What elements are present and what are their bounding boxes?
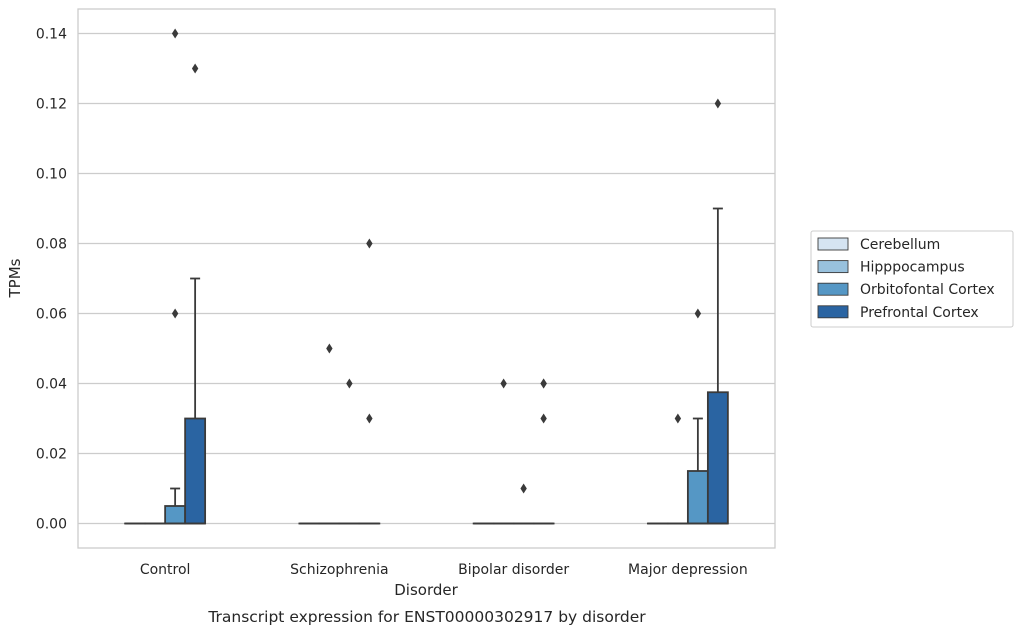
legend-label: Orbitofontal Cortex — [860, 282, 995, 298]
legend-swatch — [817, 282, 849, 296]
outlier-point — [540, 378, 547, 389]
outlier-point — [171, 308, 179, 319]
chart-caption: Transcript expression for ENST0000030291… — [207, 608, 646, 626]
box-group — [164, 487, 187, 525]
legend-items: Cerebellum Hipppocampus Orbitofontal Corte… — [817, 237, 995, 321]
outliers-layer — [171, 28, 722, 494]
y-tick-label: 0.02 — [36, 447, 67, 463]
outlier-point — [366, 413, 373, 424]
outlier-point — [346, 378, 353, 389]
legend: Cerebellum Hipppocampus Orbitofontal Corte… — [810, 230, 1014, 328]
y-tick-label: 0.10 — [36, 167, 67, 183]
box — [686, 470, 709, 525]
legend-label: Prefrontal Cortex — [860, 305, 979, 321]
y-tick-label: 0.14 — [36, 27, 67, 43]
box-group — [706, 207, 729, 525]
x-tick-label: Control — [140, 562, 191, 578]
x-tick-label: Bipolar disorder — [458, 562, 569, 578]
legend-swatch — [817, 260, 849, 274]
y-tick-label: 0.04 — [36, 377, 67, 393]
outlier-point — [540, 413, 547, 424]
box-group — [184, 277, 207, 525]
y-tick-label: 0.06 — [36, 307, 67, 323]
boxes-layer — [124, 207, 729, 525]
outlier-point — [674, 413, 682, 424]
gridlines — [78, 32, 775, 525]
legend-label: Cerebellum — [860, 237, 940, 253]
x-tick-label: Schizophrenia — [290, 562, 388, 578]
outlier-point — [191, 63, 199, 74]
box — [706, 391, 729, 525]
outlier-point — [500, 378, 507, 389]
legend-label: Hipppocampus — [860, 260, 965, 276]
legend-frame — [810, 230, 1014, 328]
plot-frame — [77, 8, 776, 549]
legend-swatch — [817, 305, 849, 319]
y-tick-label: 0.08 — [36, 237, 67, 253]
y-tick-label: 0.00 — [36, 517, 67, 533]
outlier-point — [694, 308, 702, 319]
outlier-point — [366, 238, 373, 249]
x-axis-label: Disorder — [394, 581, 458, 599]
x-tick-labels: Control Schizophrenia Bipolar disorder Majo… — [140, 562, 748, 578]
x-tick-label: Major depression — [628, 562, 748, 578]
y-tick-labels: 0.00 0.02 0.04 0.06 0.08 0.10 0.12 0.14 — [36, 27, 67, 533]
y-tick-label: 0.12 — [36, 97, 67, 113]
box — [164, 505, 187, 525]
outlier-point — [520, 483, 527, 494]
box-group — [686, 417, 709, 525]
outlier-point — [326, 343, 333, 354]
outlier-point — [714, 98, 722, 109]
legend-swatch — [817, 237, 849, 251]
y-axis-label: TPMs — [6, 258, 24, 298]
box — [184, 417, 207, 525]
outlier-point — [171, 28, 179, 39]
